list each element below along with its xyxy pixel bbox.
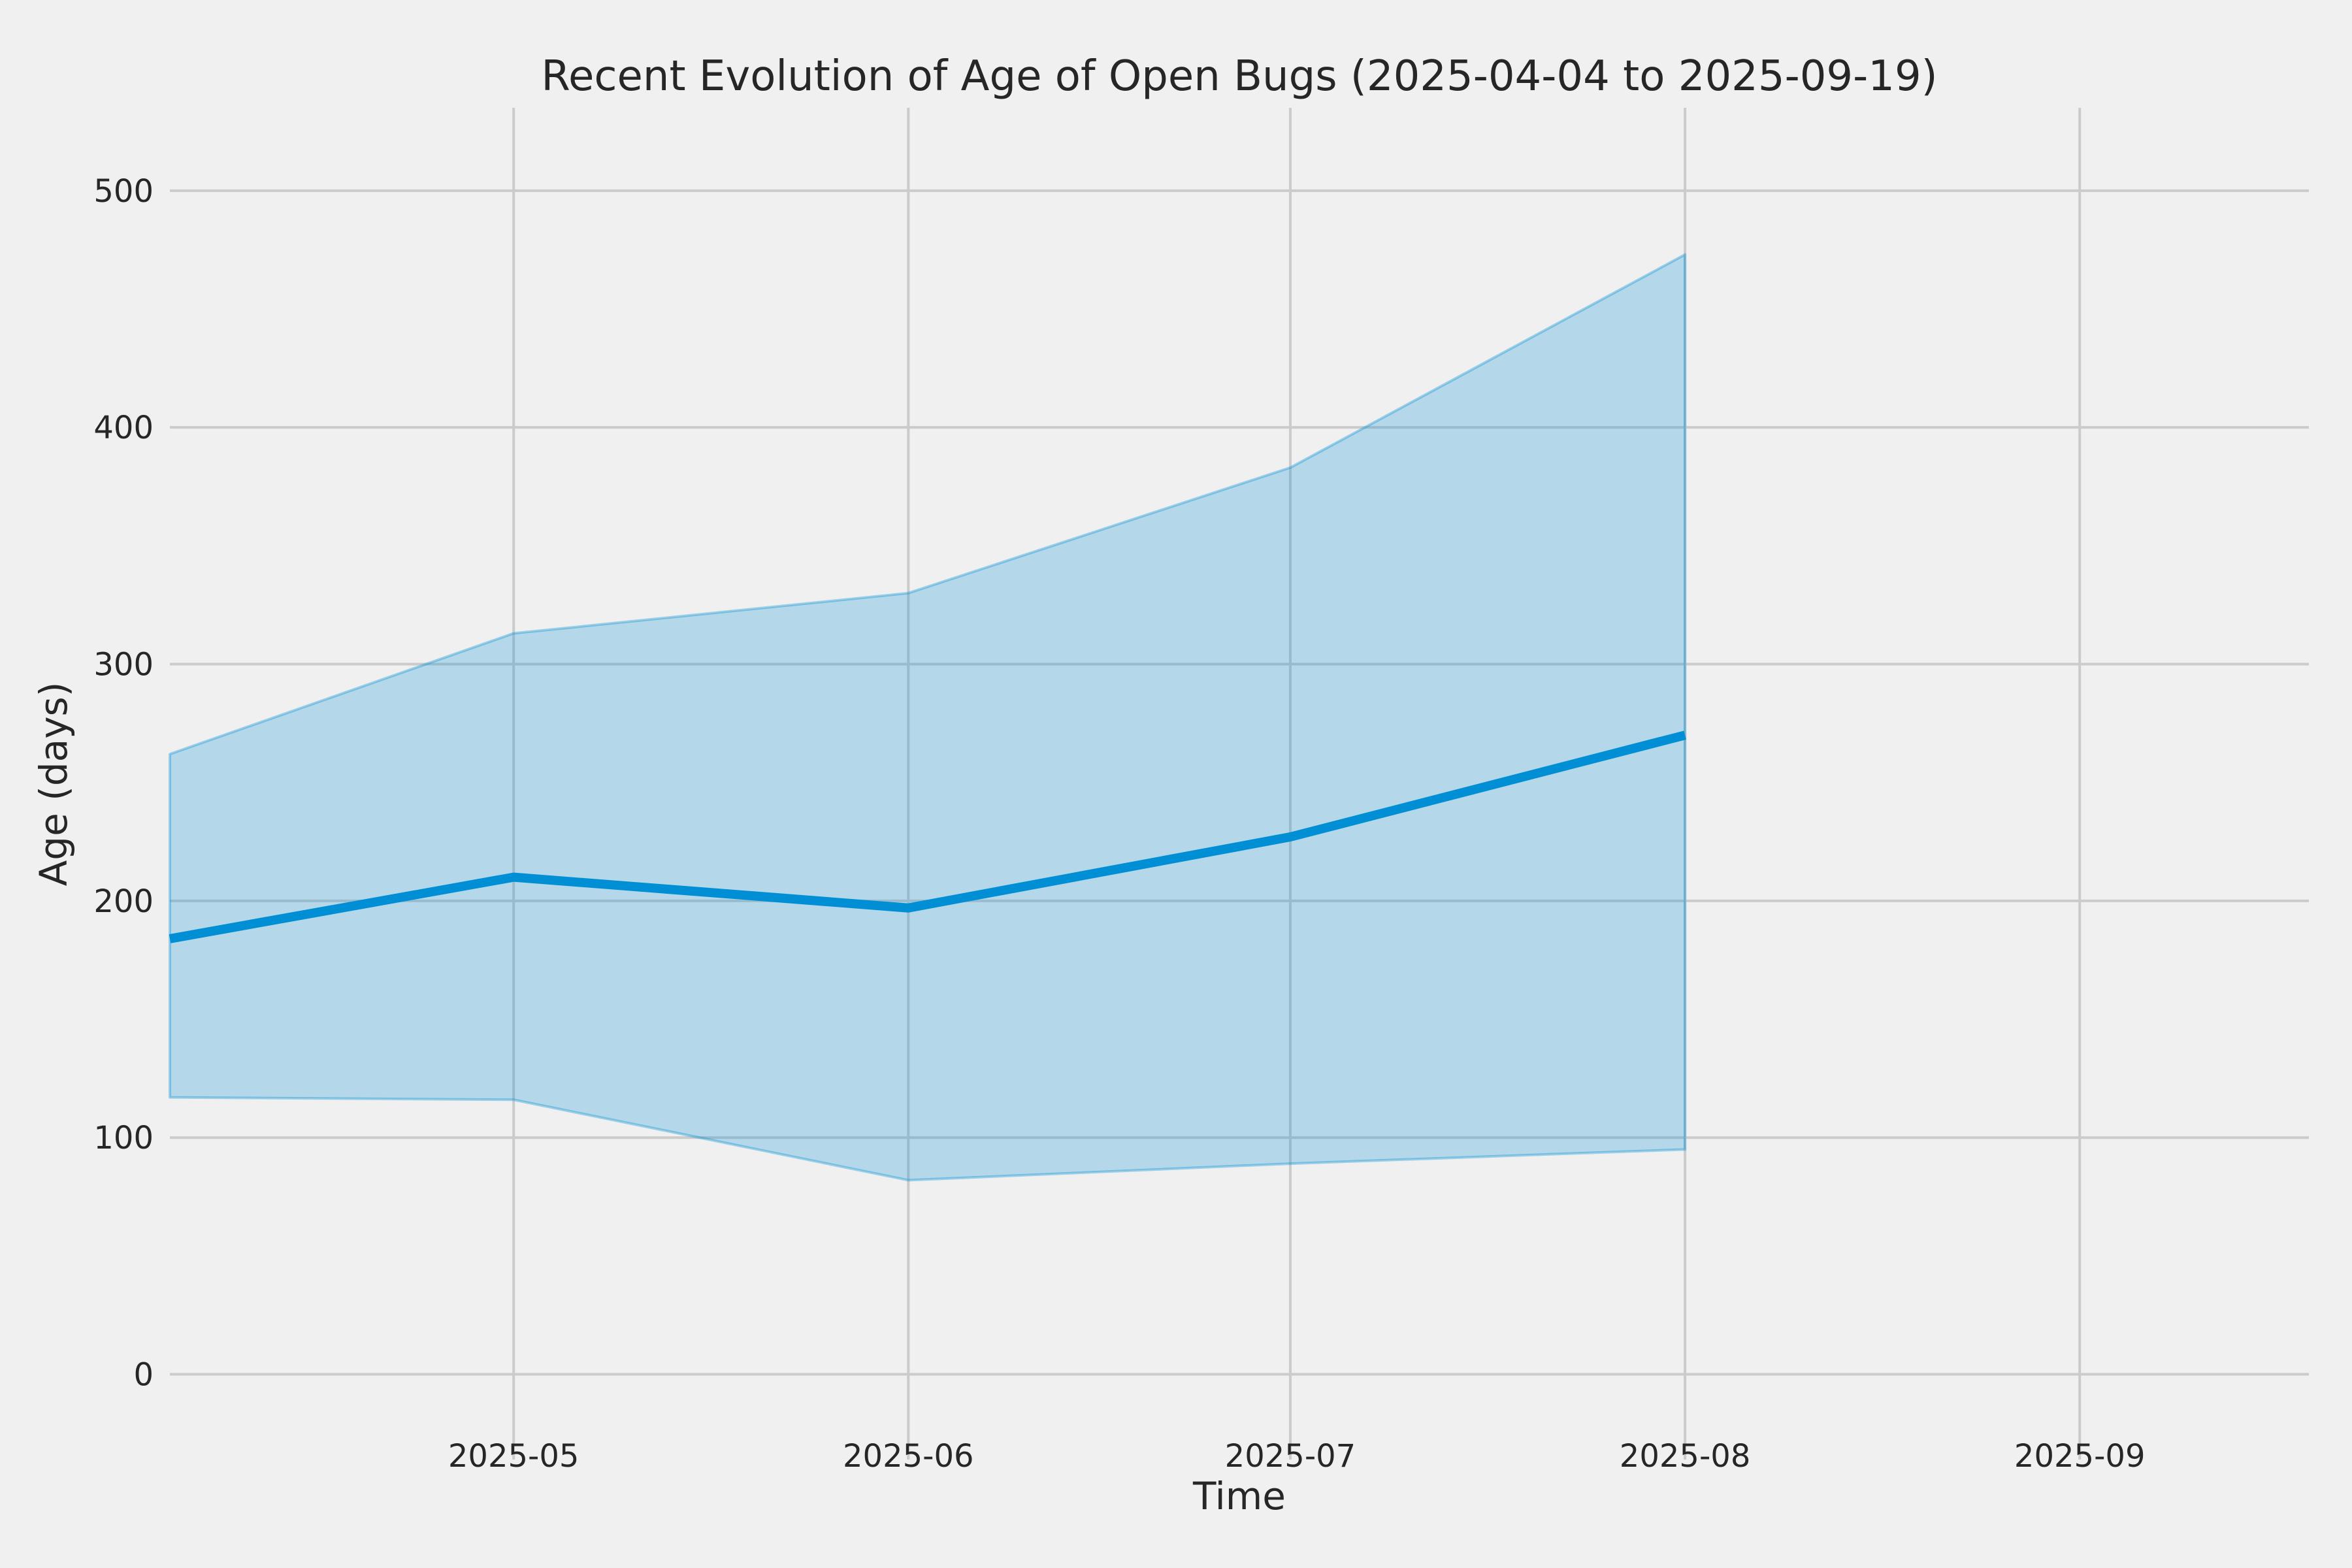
- y-tick-label: 100: [93, 1120, 154, 1156]
- y-tick-label: 500: [93, 173, 154, 210]
- x-tick-label: 2025-07: [1225, 1438, 1356, 1475]
- uncertainty-band: [169, 253, 1687, 1182]
- chart-title: Recent Evolution of Age of Open Bugs (20…: [541, 52, 1938, 101]
- y-tick-label: 0: [133, 1357, 154, 1394]
- mean-age-line: [169, 730, 1686, 943]
- x-axis-label: Time: [1193, 1474, 1286, 1518]
- y-tick-label: 400: [93, 410, 154, 446]
- x-tick-label: 2025-05: [448, 1438, 580, 1475]
- y-tick-label: 200: [93, 883, 154, 920]
- y-tick-label: 300: [93, 647, 154, 683]
- x-tick-label: 2025-08: [1620, 1438, 1751, 1475]
- x-tick-label: 2025-09: [2014, 1438, 2146, 1475]
- x-tick-label: 2025-06: [843, 1438, 974, 1475]
